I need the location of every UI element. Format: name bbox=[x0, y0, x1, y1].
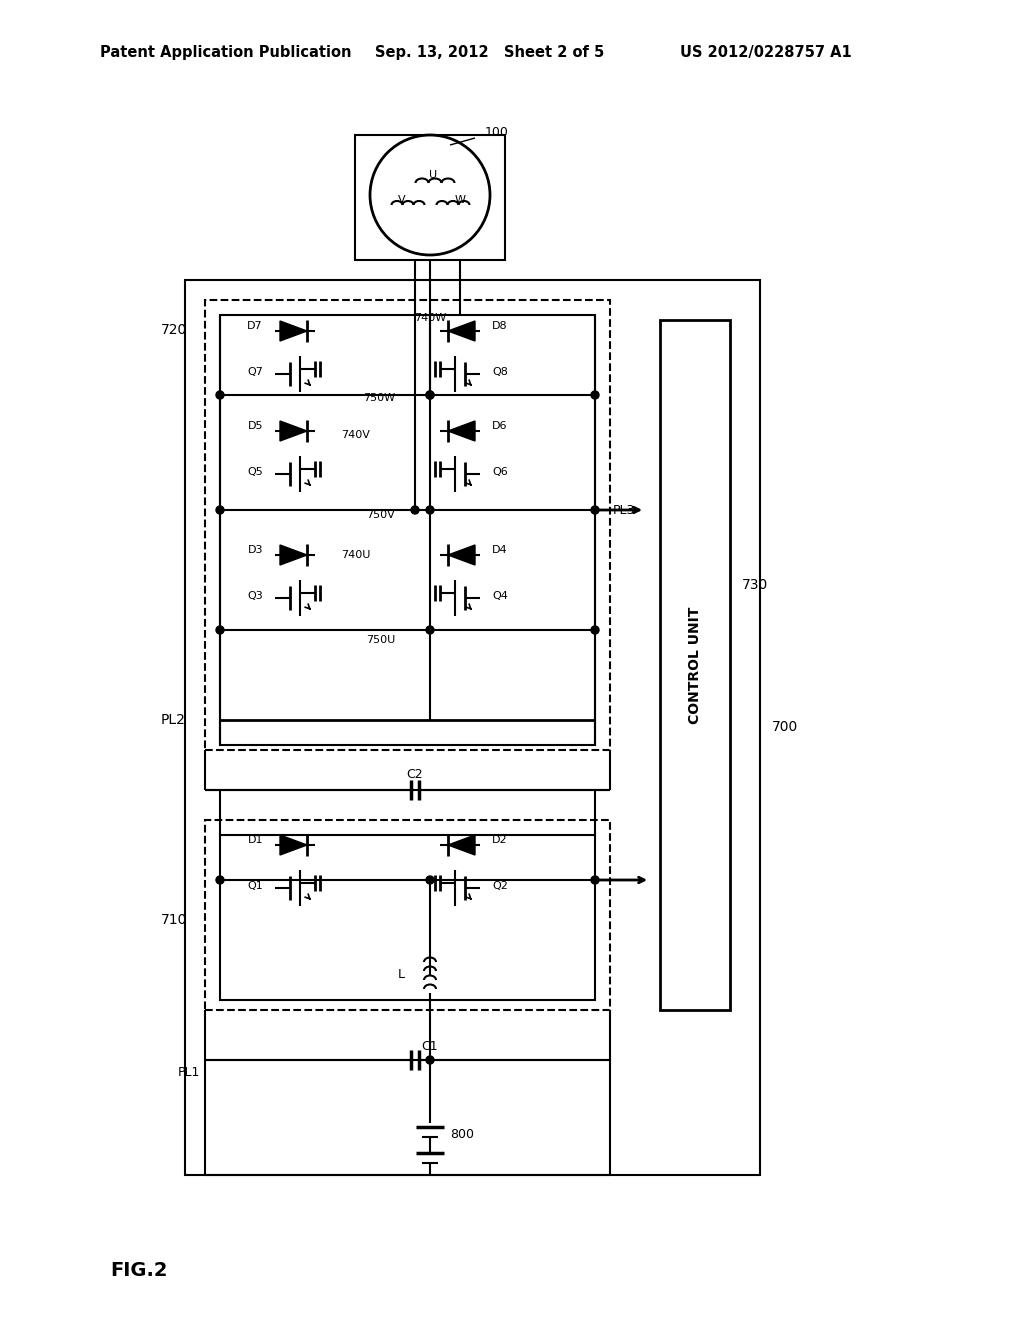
Circle shape bbox=[591, 876, 599, 884]
Circle shape bbox=[216, 626, 224, 634]
Text: Q6: Q6 bbox=[492, 467, 508, 477]
Polygon shape bbox=[280, 421, 307, 441]
Circle shape bbox=[426, 391, 434, 399]
Text: D6: D6 bbox=[492, 421, 508, 432]
Circle shape bbox=[426, 1056, 434, 1064]
Bar bbox=[205, 820, 610, 1010]
Circle shape bbox=[426, 626, 434, 634]
Text: V: V bbox=[398, 195, 406, 205]
Text: 710: 710 bbox=[161, 913, 187, 927]
Text: 700: 700 bbox=[772, 719, 799, 734]
Bar bbox=[205, 300, 610, 750]
Text: FIG.2: FIG.2 bbox=[110, 1261, 168, 1279]
Circle shape bbox=[216, 391, 224, 399]
Text: D7: D7 bbox=[248, 321, 263, 331]
Text: D8: D8 bbox=[492, 321, 508, 331]
Text: D2: D2 bbox=[492, 836, 508, 845]
Circle shape bbox=[216, 506, 224, 513]
Text: PL2: PL2 bbox=[160, 713, 185, 727]
Circle shape bbox=[591, 506, 599, 513]
Bar bbox=[220, 315, 595, 744]
Text: 100: 100 bbox=[485, 127, 509, 140]
Text: 750V: 750V bbox=[367, 510, 395, 520]
Text: Q7: Q7 bbox=[247, 367, 263, 378]
Circle shape bbox=[591, 626, 599, 634]
Text: 740W: 740W bbox=[414, 313, 446, 323]
Polygon shape bbox=[449, 545, 475, 565]
Text: C2: C2 bbox=[407, 768, 423, 781]
Bar bbox=[660, 319, 730, 1010]
Text: 740U: 740U bbox=[341, 550, 370, 560]
Bar bbox=[220, 836, 595, 1001]
Bar bbox=[185, 280, 760, 1175]
Circle shape bbox=[216, 876, 224, 884]
Circle shape bbox=[411, 506, 419, 513]
Polygon shape bbox=[280, 545, 307, 565]
Text: 750U: 750U bbox=[366, 635, 395, 645]
Circle shape bbox=[370, 135, 490, 255]
Text: W: W bbox=[455, 195, 466, 205]
Text: CONTROL UNIT: CONTROL UNIT bbox=[688, 606, 702, 723]
Bar bbox=[355, 135, 505, 260]
Circle shape bbox=[426, 876, 434, 884]
Text: C1: C1 bbox=[422, 1040, 438, 1052]
Text: Sep. 13, 2012   Sheet 2 of 5: Sep. 13, 2012 Sheet 2 of 5 bbox=[375, 45, 604, 59]
Text: D1: D1 bbox=[248, 836, 263, 845]
Circle shape bbox=[591, 391, 599, 399]
Text: Q5: Q5 bbox=[247, 467, 263, 477]
Text: US 2012/0228757 A1: US 2012/0228757 A1 bbox=[680, 45, 852, 59]
Polygon shape bbox=[280, 321, 307, 341]
Text: D5: D5 bbox=[248, 421, 263, 432]
Text: PL1: PL1 bbox=[177, 1065, 200, 1078]
Polygon shape bbox=[449, 421, 475, 441]
Text: U: U bbox=[429, 170, 437, 180]
Text: 740V: 740V bbox=[341, 430, 370, 440]
Text: Patent Application Publication: Patent Application Publication bbox=[100, 45, 351, 59]
Text: Q3: Q3 bbox=[247, 591, 263, 601]
Text: D4: D4 bbox=[492, 545, 508, 554]
Text: L: L bbox=[398, 969, 406, 982]
Text: D3: D3 bbox=[248, 545, 263, 554]
Text: 730: 730 bbox=[742, 578, 768, 591]
Polygon shape bbox=[280, 836, 307, 855]
Circle shape bbox=[426, 506, 434, 513]
Text: Q2: Q2 bbox=[492, 880, 508, 891]
Text: Q8: Q8 bbox=[492, 367, 508, 378]
Text: 750W: 750W bbox=[362, 393, 395, 403]
Polygon shape bbox=[449, 321, 475, 341]
Text: PL3: PL3 bbox=[613, 503, 635, 516]
Polygon shape bbox=[449, 836, 475, 855]
Text: 720: 720 bbox=[161, 323, 187, 337]
Text: Q4: Q4 bbox=[492, 591, 508, 601]
Circle shape bbox=[426, 391, 434, 399]
Text: 800: 800 bbox=[450, 1129, 474, 1142]
Text: Q1: Q1 bbox=[247, 880, 263, 891]
